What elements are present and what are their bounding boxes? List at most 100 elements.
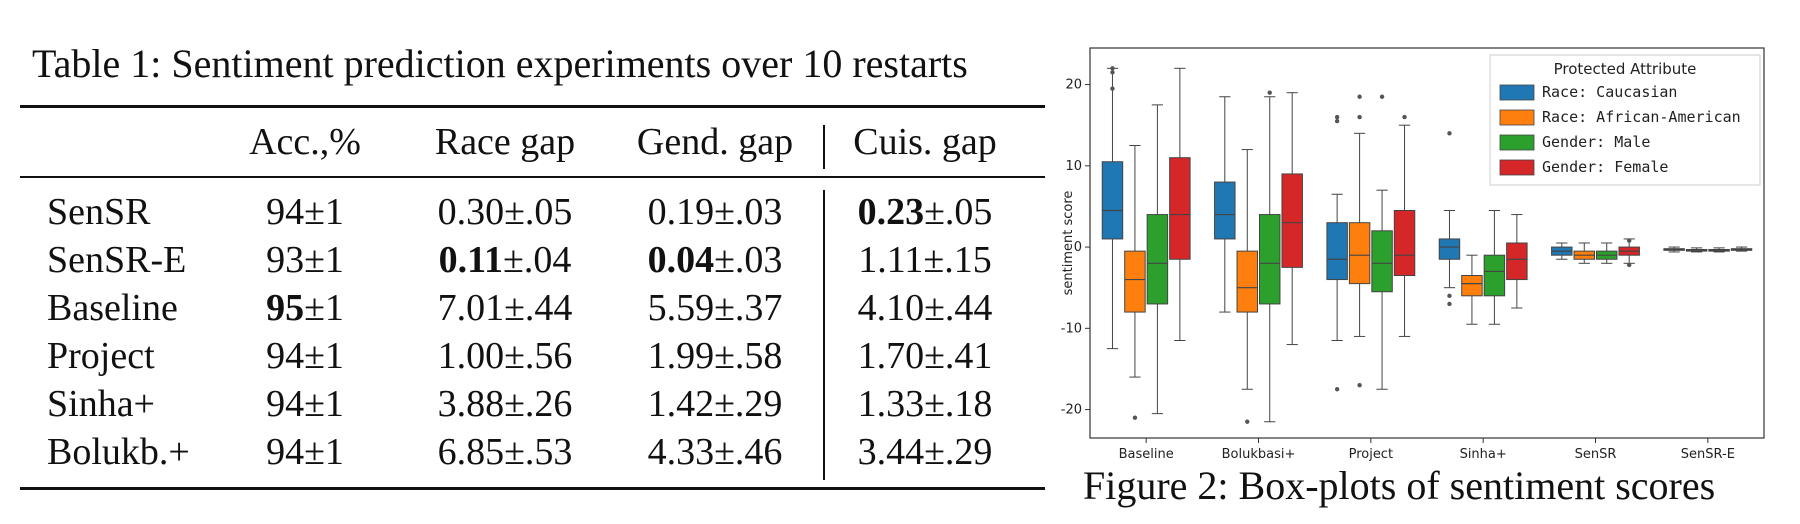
cuisine-gap-cell: 4.10±.44 (830, 286, 1020, 330)
value-text: 5.59±.37 (648, 287, 783, 329)
outlier-point (1335, 115, 1339, 119)
y-axis-label: sentiment score (1061, 191, 1076, 296)
box (1237, 251, 1257, 312)
outlier-point (1627, 263, 1631, 267)
legend-entry: Gender: Male (1542, 133, 1650, 151)
value-text: 3.44±.29 (858, 431, 993, 473)
race-gap-cell: 3.88±.26 (400, 382, 610, 426)
value-text: 3.88±.26 (438, 383, 573, 425)
header-accuracy: Acc.,% (225, 120, 385, 164)
legend-title: Protected Attribute (1554, 60, 1697, 78)
outlier-point (1133, 415, 1137, 419)
table-row: SenSR-E 93±1 0.11±.04 0.04±.03 1.11±.15 (20, 238, 1045, 286)
value-text: 1.70±.41 (858, 335, 993, 377)
x-tick-label: SenSR (1575, 447, 1617, 462)
value-text: 1.00±.56 (438, 335, 573, 377)
value-text: 94±1 (266, 191, 344, 233)
value-text: 1.42±.29 (648, 383, 783, 425)
bold-value: 95 (266, 287, 304, 329)
gender-gap-cell: 4.33±.46 (610, 430, 820, 474)
race-gap-cell: 7.01±.44 (400, 286, 610, 330)
bold-value: 0.23 (858, 191, 925, 233)
accuracy-cell: 95±1 (225, 286, 385, 330)
table-row: Baseline 95±1 7.01±.44 5.59±.37 4.10±.44 (20, 286, 1045, 334)
legend-entry: Race: Caucasian (1542, 83, 1677, 101)
outlier-point (1447, 302, 1451, 306)
value-text: 94±1 (266, 431, 344, 473)
value-text: 4.33±.46 (648, 431, 783, 473)
value-text: 94±1 (266, 335, 344, 377)
outlier-point (1627, 238, 1631, 242)
gender-gap-cell: 0.04±.03 (610, 238, 820, 282)
box (1282, 174, 1302, 267)
value-text: 1.99±.58 (648, 335, 783, 377)
outlier-point (1245, 420, 1249, 424)
x-tick-label: Sinha+ (1460, 447, 1507, 462)
accuracy-cell: 94±1 (225, 190, 385, 234)
box (1484, 255, 1504, 296)
race-gap-cell: 6.85±.53 (400, 430, 610, 474)
outlier-point (1110, 70, 1114, 74)
table-row: SenSR 94±1 0.30±.05 0.19±.03 0.23±.05 (20, 190, 1045, 238)
cuisine-gap-cell: 3.44±.29 (830, 430, 1020, 474)
box (1327, 223, 1347, 280)
value-text: 7.01±.44 (438, 287, 573, 329)
value-text: 6.85±.53 (438, 431, 573, 473)
x-tick-label: Project (1349, 447, 1393, 462)
outlier-point (1402, 115, 1406, 119)
race-gap-cell: 0.30±.05 (400, 190, 610, 234)
outlier-point (1268, 90, 1272, 94)
cuisine-gap-cell: 1.11±.15 (830, 238, 1020, 282)
y-tick-label: 20 (1065, 78, 1082, 93)
box (1349, 223, 1369, 284)
box (1462, 276, 1482, 296)
outlier-point (1380, 95, 1384, 99)
gender-gap-cell: 1.42±.29 (610, 382, 820, 426)
outlier-point (1110, 66, 1114, 70)
figure-caption: Figure 2: Box-plots of sentiment scores (1083, 462, 1715, 509)
header-race-gap: Race gap (400, 120, 610, 164)
gender-gap-cell: 0.19±.03 (610, 190, 820, 234)
legend-swatch (1500, 135, 1534, 150)
method-name: SenSR (47, 190, 150, 234)
table-row: Sinha+ 94±1 3.88±.26 1.42±.29 1.33±.18 (20, 382, 1045, 430)
value-text: 0.19±.03 (648, 191, 783, 233)
value-text: ±.04 (503, 239, 571, 281)
header-cuisine-gap: Cuis. gap (830, 120, 1020, 164)
boxplot-figure: -20 -10 0 10 20 sentiment score Baseline Bolukb… (1060, 0, 1800, 524)
outlier-point (1447, 131, 1451, 135)
method-name: Sinha+ (47, 382, 155, 426)
method-name: Baseline (47, 286, 178, 330)
header-gender-gap: Gend. gap (610, 120, 820, 164)
value-text: 1.11±.15 (858, 239, 991, 281)
table-row: Project 94±1 1.00±.56 1.99±.58 1.70±.41 (20, 334, 1045, 382)
outlier-point (1110, 86, 1114, 90)
value-text: 1.33±.18 (858, 383, 993, 425)
outlier-point (1335, 119, 1339, 123)
box (1147, 215, 1167, 304)
value-text: 4.10±.44 (858, 287, 993, 329)
table-top-rule (20, 105, 1045, 108)
race-gap-cell: 0.11±.04 (400, 238, 610, 282)
legend-swatch (1500, 110, 1534, 125)
accuracy-cell: 94±1 (225, 382, 385, 426)
x-tick-label: Bolukbasi+ (1222, 447, 1296, 462)
value-text: ±.05 (924, 191, 992, 233)
boxplot-chart: -20-1001020sentiment scoreBaseline Bolukb… (1060, 0, 1800, 462)
box (1394, 211, 1414, 276)
box (1439, 239, 1459, 259)
legend-swatch (1500, 85, 1534, 100)
outlier-point (1357, 95, 1361, 99)
box (1125, 251, 1145, 312)
accuracy-cell: 94±1 (225, 334, 385, 378)
x-tick-label: SenSR-E (1681, 447, 1735, 462)
table-header-rule (20, 176, 1045, 178)
value-text: ±1 (304, 287, 344, 329)
box (1170, 158, 1190, 260)
bold-value: 0.11 (439, 239, 503, 281)
gender-gap-cell: 5.59±.37 (610, 286, 820, 330)
accuracy-cell: 93±1 (225, 238, 385, 282)
outlier-point (1335, 387, 1339, 391)
box (1102, 162, 1122, 239)
cuisine-gap-cell: 0.23±.05 (830, 190, 1020, 234)
